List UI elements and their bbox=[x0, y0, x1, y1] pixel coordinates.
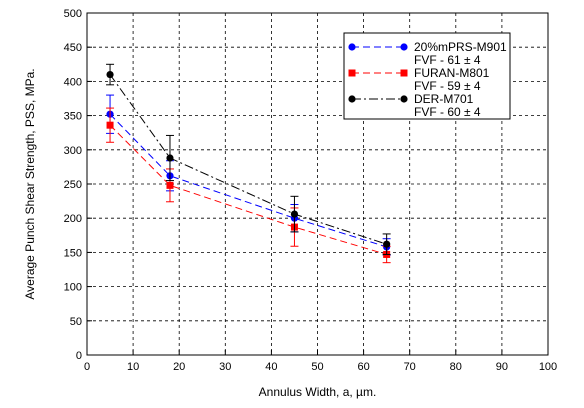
legend-label: 20%mPRS-M901 bbox=[414, 40, 507, 54]
legend-marker bbox=[400, 43, 408, 51]
y-tick-label: 150 bbox=[64, 247, 82, 259]
x-tick-label: 50 bbox=[311, 361, 323, 373]
y-tick-label: 250 bbox=[64, 179, 82, 191]
legend-sublabel: FVF - 59 ± 4 bbox=[414, 79, 481, 93]
x-tick-label: 100 bbox=[539, 361, 557, 373]
legend-marker bbox=[348, 69, 356, 77]
data-point bbox=[290, 210, 299, 218]
x-tick-label: 90 bbox=[496, 361, 508, 373]
y-tick-label: 50 bbox=[70, 316, 82, 328]
y-tick-label: 200 bbox=[64, 213, 82, 225]
y-tick-label: 350 bbox=[64, 111, 82, 123]
series-line bbox=[109, 124, 387, 255]
legend-sublabel: FVF - 61 ± 4 bbox=[414, 53, 481, 67]
y-tick-label: 0 bbox=[76, 350, 82, 362]
series-layer bbox=[106, 63, 391, 264]
series-3 bbox=[106, 63, 391, 255]
x-tick-label: 30 bbox=[219, 361, 231, 373]
data-point bbox=[166, 181, 174, 189]
y-tick-label: 400 bbox=[64, 76, 82, 88]
x-tick-label: 70 bbox=[404, 361, 416, 373]
series-2 bbox=[106, 107, 391, 264]
data-point bbox=[166, 154, 174, 162]
series-line bbox=[109, 113, 387, 248]
x-tick-label: 60 bbox=[357, 361, 369, 373]
data-point bbox=[106, 70, 114, 79]
legend-marker bbox=[348, 95, 356, 103]
x-tick-label: 20 bbox=[173, 361, 185, 373]
legend-box bbox=[343, 32, 511, 120]
x-tick-label: 10 bbox=[127, 361, 139, 373]
legend-label: FURAN-M801 bbox=[414, 66, 490, 80]
tick-labels: 0 10 20 30 40 50 60 70 80 90 100 0 50 100 150 200 250 300… bbox=[64, 8, 558, 373]
x-tick-label: 0 bbox=[84, 361, 90, 373]
y-tick-label: 500 bbox=[64, 8, 82, 20]
legend-sublabel: FVF - 60 ± 4 bbox=[414, 105, 481, 119]
data-point bbox=[106, 121, 114, 129]
y-axis-title: Average Punch Shear Strength, PSS, MPa. bbox=[23, 68, 37, 299]
x-axis-title: Annulus Width, a, µm. bbox=[259, 385, 377, 399]
data-point bbox=[383, 240, 391, 248]
y-tick-label: 450 bbox=[64, 42, 82, 54]
legend-marker bbox=[348, 43, 356, 51]
y-tick-label: 100 bbox=[64, 282, 82, 294]
legend-label: DER-M701 bbox=[414, 92, 474, 106]
legend-marker bbox=[400, 69, 408, 77]
series-line bbox=[109, 74, 387, 245]
y-tick-label: 300 bbox=[64, 145, 82, 157]
x-tick-label: 80 bbox=[450, 361, 462, 373]
x-tick-label: 40 bbox=[265, 361, 277, 373]
plot-frame bbox=[86, 12, 549, 356]
legend-marker bbox=[400, 95, 408, 103]
